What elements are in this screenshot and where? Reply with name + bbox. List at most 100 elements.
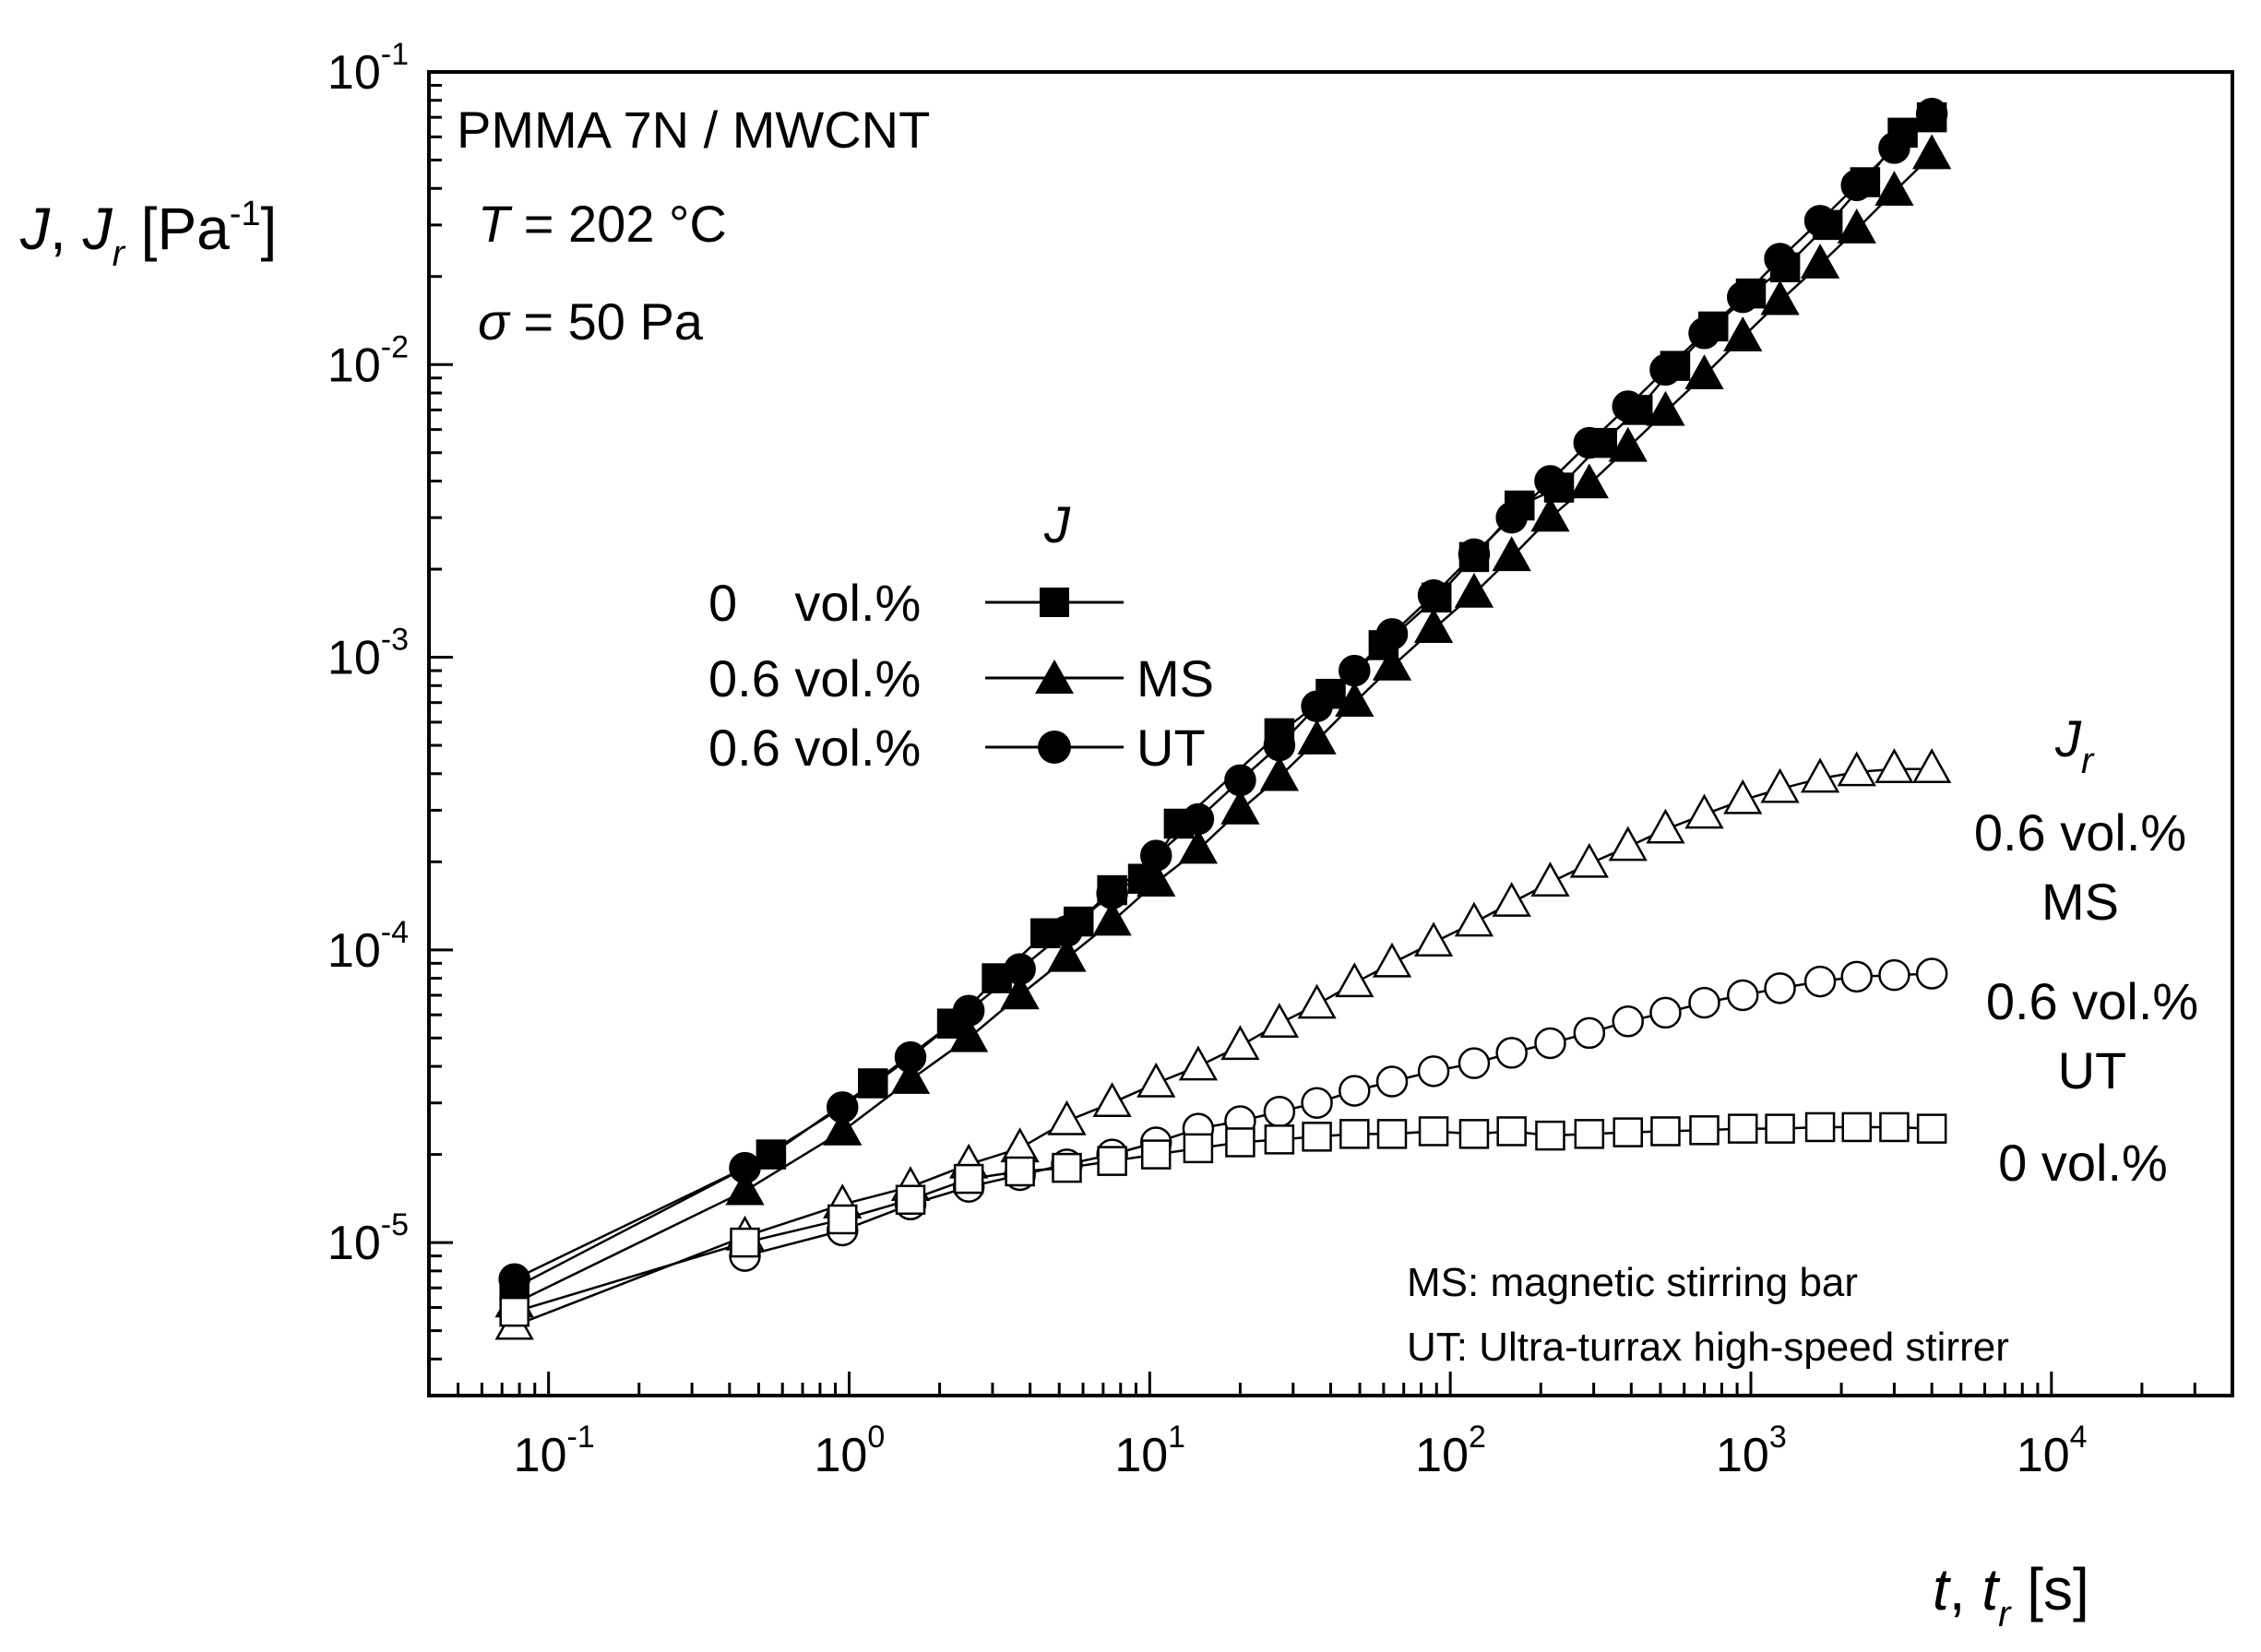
jr-ut-line2: UT bbox=[2058, 1041, 2127, 1099]
x-tick-label: 101 bbox=[1114, 1420, 1185, 1482]
x-tick-label: 104 bbox=[2017, 1420, 2088, 1482]
marker-jr-0-vol bbox=[499, 1296, 530, 1327]
marker-jr-0-6-vol-ms bbox=[1723, 778, 1763, 814]
marker-jr-0-6-vol-ms bbox=[1178, 1045, 1219, 1081]
marker-j-0-6-vol-ms bbox=[1874, 171, 1914, 206]
marker-jr-0-6-vol-ut bbox=[1764, 972, 1796, 1004]
marker-j-0-6-vol-ut bbox=[1878, 132, 1910, 164]
marker-jr-0-6-vol-ms bbox=[1047, 1099, 1087, 1135]
axis-ticks bbox=[427, 70, 2234, 1397]
marker-j-0-6-vol-ut bbox=[1534, 465, 1566, 497]
marker-j-0-6-vol-ut bbox=[1004, 953, 1036, 985]
marker-jr-0-vol bbox=[827, 1204, 858, 1235]
jr-title: Jr bbox=[2054, 709, 2095, 781]
marker-j-0-6-vol-ms bbox=[1259, 755, 1300, 791]
marker-j-0-6-vol-ut bbox=[498, 1263, 530, 1295]
marker-j-0-6-vol-ms bbox=[1335, 682, 1374, 717]
legend-label-0: 0 vol.% bbox=[708, 574, 921, 632]
marker-jr-0-6-vol-ms bbox=[1837, 751, 1876, 787]
marker-jr-0-vol bbox=[895, 1184, 926, 1215]
marker-jr-0-6-vol-ut bbox=[1417, 1055, 1450, 1087]
marker-j-0-6-vol-ms bbox=[1492, 536, 1531, 572]
marker-j-0-6-vol-ms bbox=[725, 1170, 765, 1206]
x-axis-title: t, tr [s] bbox=[1933, 1556, 2089, 1634]
x-tick-label: 10-1 bbox=[514, 1420, 595, 1482]
marker-j-0-6-vol-ut bbox=[1417, 578, 1450, 612]
series-line-jr-0-6-vol-ms bbox=[514, 767, 1933, 1327]
annotation-material: PMMA 7N / MWCNT bbox=[457, 101, 930, 159]
footnote-ms: MS: magnetic stirring bar bbox=[1407, 1260, 1858, 1305]
marker-jr-0-6-vol-ut bbox=[1688, 986, 1720, 1019]
marker-j-0-6-vol-ms bbox=[949, 1016, 989, 1052]
y-tick-label: 10-5 bbox=[327, 1207, 409, 1270]
legend-suffix-2: UT bbox=[1136, 719, 1206, 777]
marker-jr-0-6-vol-ut bbox=[1339, 1075, 1371, 1107]
marker-j-0-6-vol-ut bbox=[952, 994, 985, 1027]
annotation-temperature: T = 202 °C bbox=[478, 195, 727, 253]
marker-jr-0-6-vol-ms bbox=[1372, 942, 1412, 978]
marker-j-0-6-vol-ut bbox=[1263, 729, 1296, 762]
marker-jr-0-6-vol-ut bbox=[1649, 996, 1682, 1029]
marker-j-0-6-vol-ut bbox=[1458, 538, 1491, 571]
marker-jr-0-6-vol-ut bbox=[1878, 958, 1910, 992]
marker-j-0-6-vol-ut bbox=[1840, 169, 1873, 202]
marker-jr-0-6-vol-ms bbox=[1297, 983, 1337, 1019]
marker-jr-0-6-vol-ut bbox=[1573, 1016, 1606, 1050]
marker-j-0-6-vol-ms bbox=[890, 1059, 931, 1094]
marker-jr-0-6-vol-ms bbox=[1800, 757, 1840, 793]
marker-j-0-6-vol-ut bbox=[826, 1091, 859, 1123]
x-tick-label: 100 bbox=[814, 1420, 885, 1482]
legend-label-1: 0.6 vol.% bbox=[708, 649, 921, 707]
marker-jr-0-6-vol-ut bbox=[1803, 965, 1837, 998]
marker-jr-0-vol bbox=[1225, 1127, 1255, 1158]
marker-j-0-6-vol-ms bbox=[1136, 862, 1176, 897]
marker-jr-0-vol bbox=[1727, 1113, 1758, 1144]
marker-j-0-6-vol-ut bbox=[1301, 690, 1333, 722]
marker-jr-0-6-vol-ms bbox=[1092, 1082, 1132, 1117]
legend-title: J bbox=[1043, 495, 1071, 553]
legend-label-2: 0.6 vol.% bbox=[708, 719, 921, 777]
marker-jr-0-6-vol-ms bbox=[1335, 962, 1374, 998]
marker-jr-0-6-vol-ut bbox=[1375, 1065, 1409, 1098]
marker-jr-0-6-vol-ut bbox=[1612, 1005, 1645, 1038]
marker-j-0-6-vol-ms bbox=[1837, 208, 1876, 244]
marker-jr-0-6-vol-ms bbox=[1220, 1025, 1260, 1061]
plot-frame bbox=[427, 70, 2234, 1397]
marker-j-0-6-vol-ms bbox=[1000, 974, 1040, 1010]
marker-j-0-6-vol-ut bbox=[1726, 280, 1759, 314]
marker-jr-0-vol bbox=[1418, 1116, 1449, 1147]
marker-jr-0-6-vol-ut bbox=[1534, 1027, 1566, 1060]
marker-j-0-6-vol-ut bbox=[1688, 317, 1720, 350]
marker-jr-0-6-vol-ut bbox=[1726, 979, 1759, 1012]
marker-jr-0-6-vol-ut bbox=[1458, 1047, 1491, 1079]
marker-j-0-6-vol-ms bbox=[1569, 463, 1609, 499]
marker-jr-0-vol bbox=[1841, 1111, 1872, 1143]
marker-jr-0-6-vol-ms bbox=[1413, 921, 1454, 957]
marker-jr-0-vol bbox=[1689, 1115, 1720, 1146]
marker-jr-0-vol bbox=[1376, 1119, 1408, 1149]
legend-suffix-1: MS bbox=[1136, 649, 1214, 707]
marker-jr-0-6-vol-ms bbox=[1569, 842, 1609, 878]
jr-ms-line2: MS bbox=[2041, 873, 2119, 931]
marker-jr-0-6-vol-ms bbox=[1259, 1003, 1300, 1038]
marker-j-0-6-vol-ms bbox=[1760, 279, 1800, 315]
jr-labels: Jr 0.6 vol.% MS 0.6 vol.% UT 0 vol.% bbox=[1974, 709, 2198, 1192]
marker-j-0-6-vol-ms bbox=[1912, 134, 1952, 170]
marker-jr-0-vol bbox=[1140, 1139, 1172, 1170]
marker-jr-0-6-vol-ms bbox=[1912, 748, 1952, 783]
y-tick-label: 10-2 bbox=[327, 329, 409, 392]
marker-j-0-6-vol-ut bbox=[1182, 802, 1215, 836]
annotation-stress: σ = 50 Pa bbox=[478, 292, 704, 351]
x-tick-label: 103 bbox=[1716, 1420, 1787, 1482]
marker-j-0-6-vol-ms bbox=[1092, 900, 1132, 936]
marker-jr-0-6-vol-ms bbox=[1646, 808, 1685, 844]
marker-j-0-6-vol-ms bbox=[1608, 426, 1648, 462]
marker-j-0-6-vol-ms bbox=[1220, 789, 1260, 825]
marker-jr-0-vol bbox=[1339, 1119, 1370, 1149]
jr-ms-line1: 0.6 vol.% bbox=[1974, 803, 2186, 862]
marker-j-0-vol bbox=[858, 1068, 888, 1099]
marker-jr-0-vol bbox=[953, 1163, 984, 1194]
marker-jr-0-vol bbox=[1765, 1113, 1795, 1144]
marker-jr-0-vol bbox=[1612, 1117, 1644, 1147]
